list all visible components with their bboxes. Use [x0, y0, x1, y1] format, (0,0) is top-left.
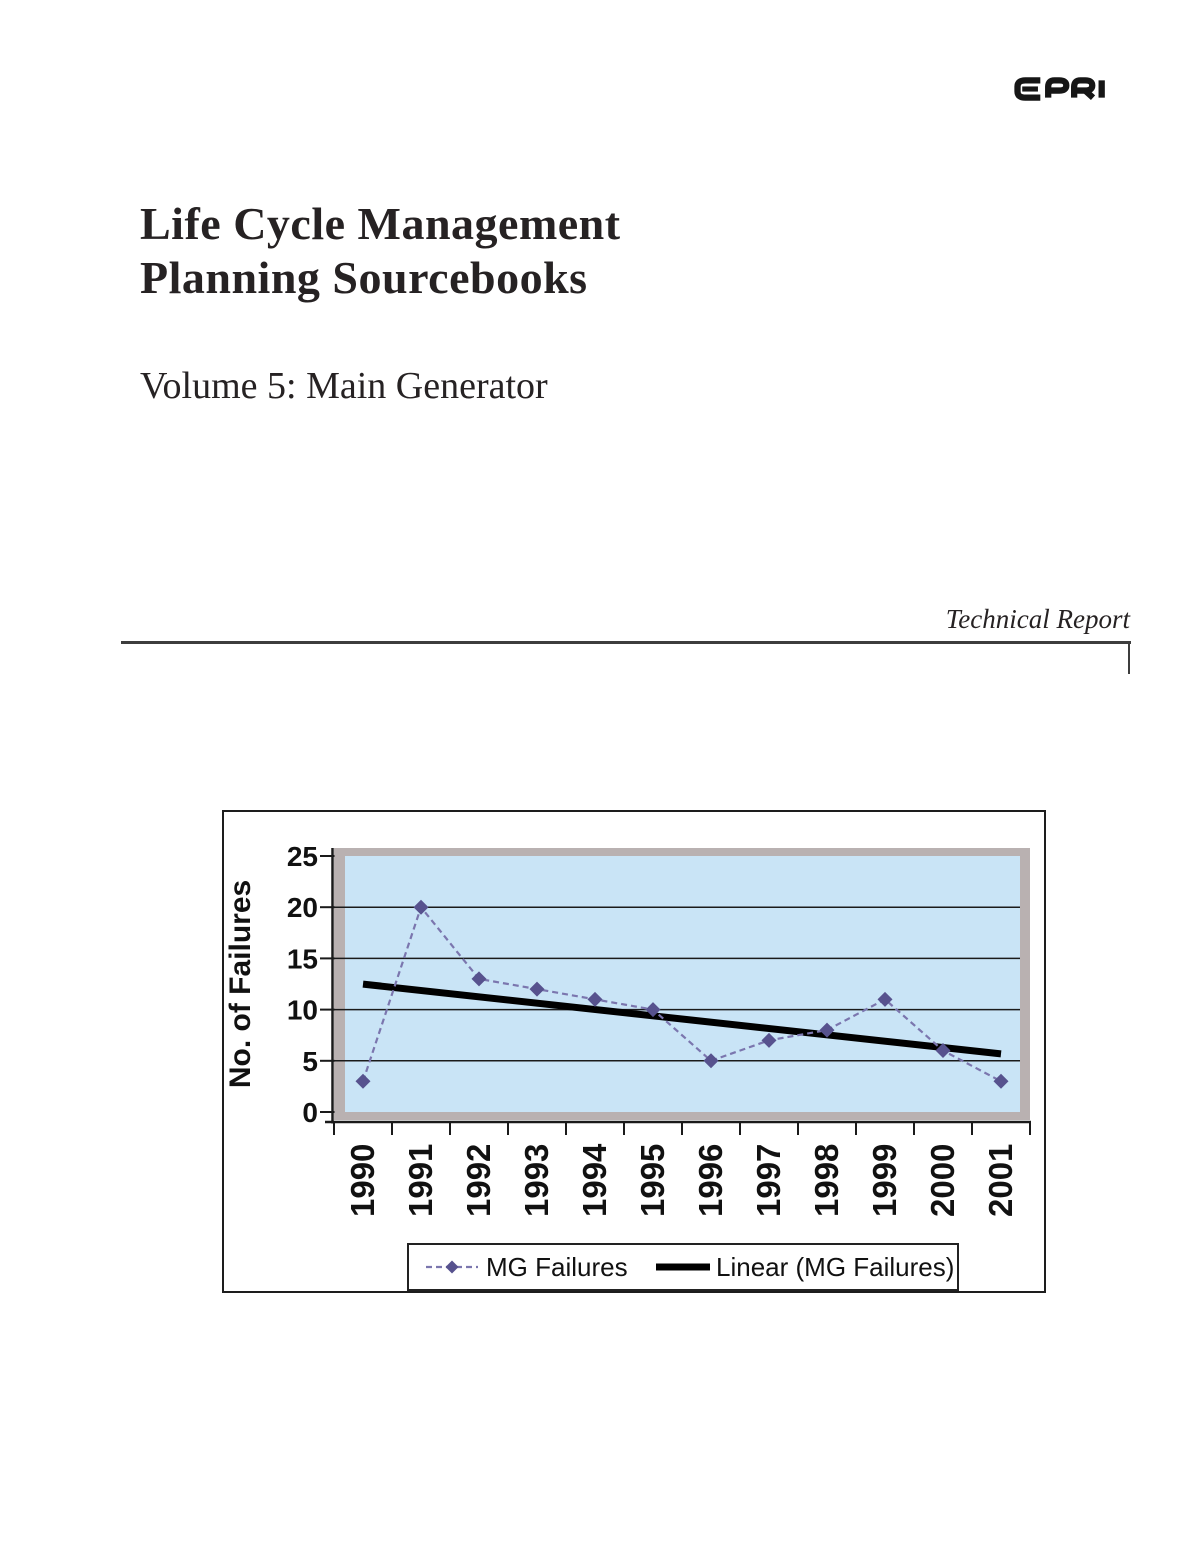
data-point-marker	[529, 981, 545, 997]
data-point-marker	[471, 971, 487, 987]
data-point-marker	[877, 991, 893, 1007]
epri-logo	[1012, 74, 1130, 104]
data-point-marker	[935, 1043, 951, 1059]
y-axis-title: No. of Failures	[224, 880, 257, 1088]
data-point-marker	[355, 1073, 371, 1089]
page-subtitle: Volume 5: Main Generator	[140, 365, 548, 407]
x-axis-label: 1992	[460, 1144, 497, 1217]
data-series-line	[361, 904, 1002, 1083]
x-axis-label: 1990	[344, 1144, 381, 1217]
y-axis-label: 5	[302, 1046, 318, 1077]
y-axis-label: 10	[287, 995, 318, 1026]
page-title-line2: Planning Sourcebooks	[140, 252, 588, 303]
y-axis-label: 20	[287, 892, 318, 923]
x-axis-label: 1998	[808, 1144, 845, 1217]
header-rule-end-tick	[1128, 643, 1130, 674]
legend-label-trend: Linear (MG Failures)	[716, 1252, 954, 1282]
report-type-label: Technical Report	[945, 604, 1130, 634]
x-axis-label: 1993	[518, 1144, 555, 1217]
y-axis-label: 15	[287, 943, 318, 974]
chart-figure: 0 5 10 15 20 25 1990 1991 1992 1993 1994 1995 1996 19…	[222, 810, 1046, 1293]
x-axis-label: 1997	[750, 1144, 787, 1217]
data-point-marker	[761, 1032, 777, 1048]
page-title: Life Cycle Management Planning Sourceboo…	[140, 197, 621, 305]
x-axis-label: 2000	[924, 1144, 961, 1217]
x-axis-label: 1999	[866, 1144, 903, 1217]
data-point-marker	[413, 899, 429, 915]
header-rule	[121, 641, 1131, 644]
plot-area	[345, 856, 1020, 1112]
data-point-marker	[993, 1073, 1009, 1089]
data-point-marker	[587, 991, 603, 1007]
page-title-line1: Life Cycle Management	[140, 198, 621, 249]
x-axis-label: 1995	[634, 1144, 671, 1217]
data-point-marker	[645, 1002, 661, 1018]
data-point-marker	[703, 1053, 719, 1069]
y-axis-label: 25	[287, 841, 318, 872]
y-axis-label: 0	[302, 1097, 318, 1128]
trendline-series	[362, 980, 1002, 1058]
epri-logo-drawing	[1014, 77, 1105, 101]
x-axis-label: 2001	[982, 1144, 1019, 1217]
legend-label-series: MG Failures	[486, 1252, 628, 1282]
legend-marker-icon	[445, 1260, 459, 1274]
x-axis-label: 1994	[576, 1143, 613, 1217]
failures-chart: 0 5 10 15 20 25 1990 1991 1992 1993 1994 1995 1996 19…	[224, 841, 1031, 1291]
x-axis-label: 1996	[692, 1144, 729, 1217]
x-axis-label: 1991	[402, 1144, 439, 1217]
